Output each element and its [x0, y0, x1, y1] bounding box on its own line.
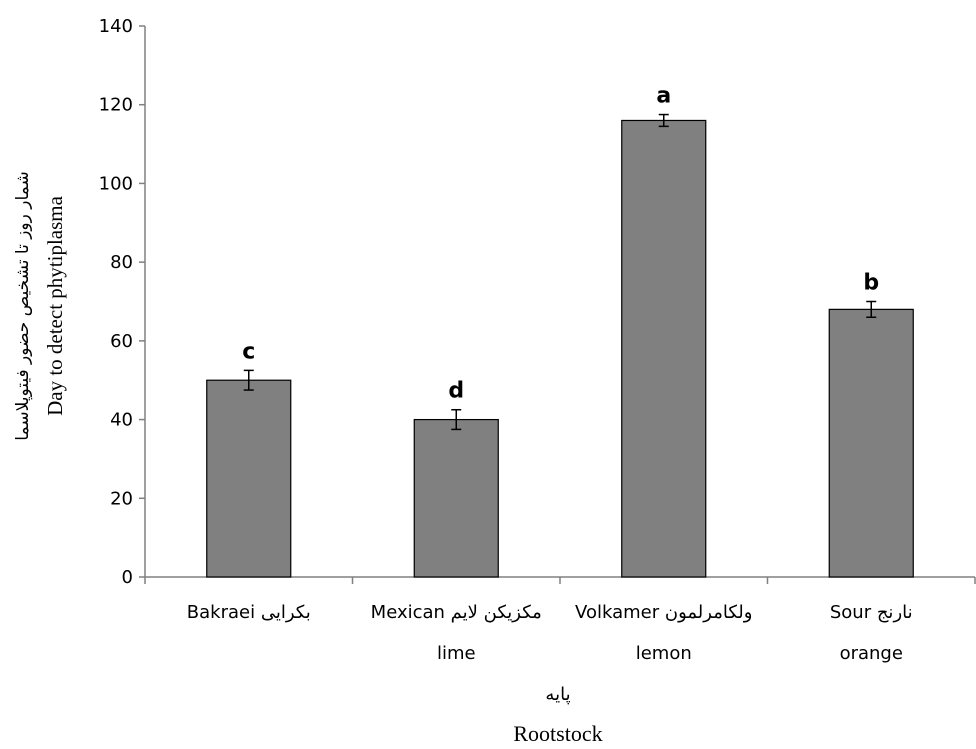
bar	[621, 119, 707, 578]
y-tick-label: 60	[110, 331, 133, 352]
category-label-line2: orange	[840, 643, 903, 664]
bar	[206, 379, 292, 578]
category-label: Volkamer ولکامرلمون	[575, 602, 752, 623]
significance-letter: b	[863, 271, 879, 296]
x-axis-title-english: Rootstock	[513, 721, 602, 746]
y-tick-label: 0	[122, 567, 133, 588]
y-tick-label: 80	[110, 252, 133, 273]
category-label: Sour نارنج	[830, 602, 913, 623]
category-label: Bakraei بکرایی	[187, 602, 311, 623]
significance-letter: d	[448, 379, 464, 404]
significance-letter: a	[656, 84, 671, 109]
bar	[828, 308, 914, 578]
y-tick-label: 140	[99, 16, 133, 37]
category-label-line2: lemon	[636, 643, 692, 664]
bars	[206, 113, 914, 578]
y-axis-title-english: Day to detect phytiplasma	[43, 195, 67, 416]
y-tick-label: 20	[110, 488, 133, 509]
x-axis-title-persian: پایه	[545, 684, 570, 705]
category-label-line2: lime	[437, 643, 476, 664]
y-axis-title-persian: شمار روز تا تشخیص حضور فیتوپلاسما	[13, 171, 33, 440]
bar	[413, 418, 499, 578]
y-tick-label: 120	[99, 95, 133, 116]
category-label: Mexican مکزیکن لایم	[371, 602, 542, 623]
y-tick-label: 40	[110, 410, 133, 431]
significance-letter: c	[242, 339, 255, 364]
y-tick-label: 100	[99, 173, 133, 194]
labels: c Bakraei بکرایی d Mexican مکزیکن لایم lime a…	[187, 84, 913, 664]
